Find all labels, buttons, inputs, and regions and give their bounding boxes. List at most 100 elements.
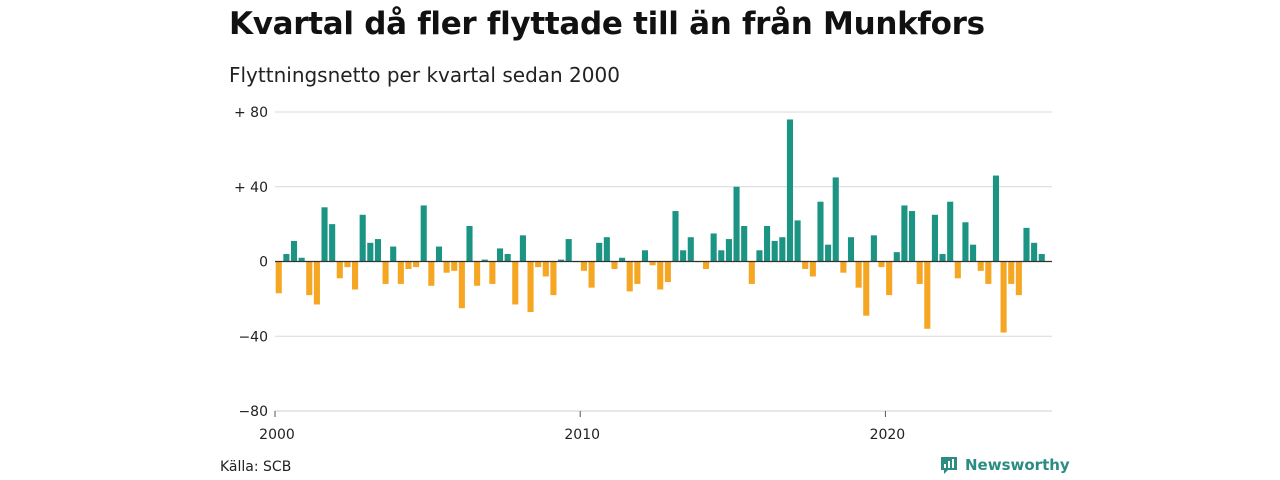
bar	[962, 222, 969, 262]
bar	[321, 207, 328, 262]
y-tick-label: −40	[238, 329, 268, 345]
bar	[779, 237, 786, 262]
bar	[794, 220, 801, 262]
bar	[336, 261, 343, 279]
bar	[329, 224, 336, 262]
bar	[947, 201, 954, 262]
bar	[886, 261, 893, 296]
bar	[405, 261, 412, 269]
bar	[1031, 242, 1038, 262]
bar	[420, 205, 427, 262]
bar	[626, 261, 633, 292]
bar	[664, 261, 671, 283]
bar	[344, 261, 351, 268]
bar	[489, 261, 496, 284]
bar	[977, 261, 984, 271]
bar	[313, 261, 320, 305]
bar	[596, 242, 603, 262]
bar	[702, 261, 710, 269]
bar	[893, 252, 900, 262]
bar	[367, 242, 374, 262]
bar	[802, 261, 809, 269]
bar	[878, 261, 885, 268]
bar	[847, 237, 855, 262]
bar	[786, 119, 794, 262]
bar	[825, 244, 832, 262]
bar	[832, 177, 839, 262]
bar	[1000, 261, 1007, 333]
bar	[504, 254, 511, 262]
bar	[550, 261, 557, 296]
bar	[275, 261, 282, 294]
bar	[718, 250, 725, 262]
bar	[924, 261, 931, 329]
bar	[535, 261, 542, 268]
bar	[306, 261, 313, 296]
chart-subtitle: Flyttningsnetto per kvartal sedan 2000	[229, 63, 620, 87]
bar	[672, 211, 679, 262]
bar	[619, 257, 626, 262]
bar	[542, 261, 549, 277]
bar	[1015, 261, 1022, 296]
bar	[1038, 254, 1045, 262]
bar	[687, 237, 694, 262]
bar	[809, 261, 816, 277]
bar	[741, 225, 748, 262]
source-note: Källa: SCB	[220, 459, 292, 475]
bar	[634, 261, 641, 284]
bar	[382, 261, 389, 284]
bar	[443, 261, 450, 273]
bar	[451, 261, 458, 271]
bar	[1023, 227, 1030, 262]
bar	[458, 261, 465, 309]
y-tick-label: + 80	[234, 105, 268, 121]
bar	[680, 250, 687, 262]
zero-line	[275, 260, 1052, 412]
bar	[359, 214, 366, 262]
bar	[611, 261, 618, 269]
bar	[474, 261, 481, 286]
bar	[649, 261, 656, 266]
x-axis-ticks: 2000 2010 2020	[259, 411, 905, 443]
bar	[1008, 261, 1015, 284]
bar	[863, 261, 870, 316]
bar	[817, 201, 824, 262]
bar	[733, 186, 740, 262]
bar	[855, 261, 862, 288]
bar	[985, 261, 992, 284]
bar	[466, 225, 473, 262]
bar	[283, 254, 290, 262]
bar	[756, 250, 763, 262]
bar	[939, 254, 946, 262]
newsworthy-logo-icon	[941, 457, 957, 474]
bar	[954, 261, 961, 279]
chart-title: Kvartal då fler flyttade till än från Mu…	[229, 6, 985, 42]
bar	[992, 175, 1000, 262]
bar	[641, 250, 649, 262]
brand-logo: Newsworthy	[939, 455, 1070, 475]
bar	[390, 246, 397, 262]
bar	[764, 225, 771, 262]
bar	[840, 261, 847, 273]
bar	[496, 248, 504, 262]
x-tick-label: 2010	[564, 427, 600, 443]
bar	[428, 261, 435, 286]
bar	[603, 237, 610, 262]
bar	[435, 246, 443, 262]
bar	[290, 240, 298, 262]
bar	[374, 239, 381, 262]
bar	[413, 261, 420, 268]
y-tick-label: −80	[238, 404, 268, 420]
bar	[748, 261, 755, 284]
bar	[519, 235, 526, 262]
y-axis-ticks: + 80 + 40 0 −40 −80	[234, 105, 268, 420]
bar	[710, 233, 717, 262]
bars	[275, 119, 1045, 333]
bar	[397, 261, 404, 284]
bar	[512, 261, 519, 305]
bar	[901, 205, 908, 262]
bar	[352, 261, 359, 290]
bar	[931, 214, 938, 262]
bar	[970, 244, 977, 262]
